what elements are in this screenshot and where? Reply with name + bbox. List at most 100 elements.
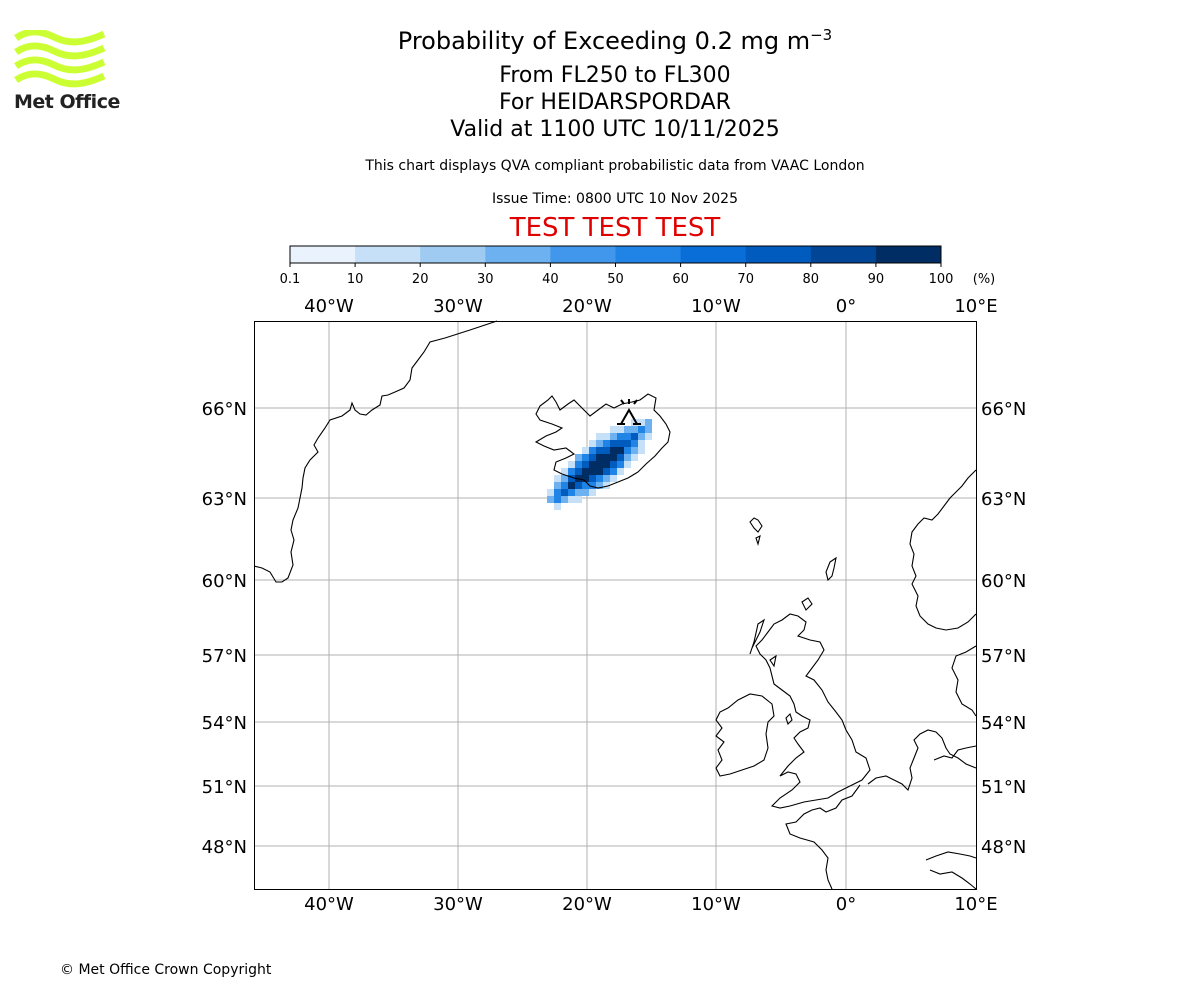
plume-cell xyxy=(561,475,568,482)
colorbar-tick-label: 60 xyxy=(672,272,689,287)
longitude-label: 10°E xyxy=(954,296,997,317)
plume-cell xyxy=(610,461,617,468)
latitude-label: 63°N xyxy=(202,489,247,510)
plume-cell xyxy=(624,433,631,440)
issue-time: Issue Time: 0800 UTC 10 Nov 2025 xyxy=(491,191,739,207)
coastlines xyxy=(253,320,977,890)
colorbar-tick-label: 0.1 xyxy=(280,272,301,287)
plume-cell xyxy=(554,489,561,496)
plume-cell xyxy=(575,496,582,503)
longitude-label: 0° xyxy=(836,296,856,317)
plume-cell xyxy=(568,482,575,489)
plume-cell xyxy=(561,468,568,475)
plume-cell xyxy=(631,454,638,461)
coastline-ireland xyxy=(715,693,775,777)
latitude-label: 60°N xyxy=(981,571,1026,592)
colorbar: 0.1 10 20 30 40 50 60 70 80 90 100 (%) xyxy=(280,245,996,287)
plume-cell xyxy=(568,496,575,503)
plume-cell xyxy=(561,489,568,496)
longitude-label: 0° xyxy=(836,894,856,915)
plume-cell xyxy=(631,440,638,447)
plume-cell xyxy=(603,454,610,461)
plume-cell xyxy=(582,454,589,461)
plume-cell xyxy=(589,489,596,496)
plume-cell xyxy=(582,447,589,454)
coastline-isle-of-man xyxy=(785,712,793,726)
plume-cell xyxy=(596,447,603,454)
plume-cell xyxy=(568,468,575,475)
plume-cell xyxy=(603,433,610,440)
plume-cell xyxy=(603,475,610,482)
colorbar-bin-5 xyxy=(615,246,682,263)
plume-cell xyxy=(582,482,589,489)
met-office-logo xyxy=(14,30,106,88)
coastline-central-europe xyxy=(925,851,977,890)
plume-cell xyxy=(624,440,631,447)
plume-cell xyxy=(596,454,603,461)
plume-cell xyxy=(610,447,617,454)
plume-cell xyxy=(596,440,603,447)
colorbar-bin-9 xyxy=(875,246,942,263)
latitude-label: 54°N xyxy=(981,713,1026,734)
plume-cell xyxy=(610,468,617,475)
coastline-hebrides xyxy=(749,618,777,668)
plume-cell xyxy=(645,419,652,426)
plume-cell xyxy=(554,482,561,489)
ash-probability-plume xyxy=(547,419,652,510)
volcano-line: For HEIDARSPORDAR xyxy=(499,90,731,115)
plume-cell xyxy=(631,433,638,440)
plume-cell xyxy=(645,426,652,433)
plume-cell xyxy=(610,426,617,433)
plume-cell xyxy=(624,447,631,454)
longitude-label: 10°E xyxy=(954,894,997,915)
longitude-label: 40°W xyxy=(304,894,354,915)
colorbar-unit: (%) xyxy=(973,272,996,287)
colorbar-tick-label: 50 xyxy=(607,272,624,287)
colorbar-bin-3 xyxy=(485,246,551,263)
plume-cell xyxy=(589,468,596,475)
logo-wave-0 xyxy=(14,30,106,46)
plume-cell xyxy=(589,447,596,454)
plume-cell xyxy=(624,426,631,433)
logo-wave-2 xyxy=(14,56,106,74)
coastline-sweden xyxy=(951,645,977,717)
plume-cell xyxy=(610,440,617,447)
plume-cell xyxy=(610,475,617,482)
chart-description: This chart displays QVA compliant probab… xyxy=(365,158,865,174)
longitude-label: 40°W xyxy=(304,296,354,317)
colorbar-bin-1 xyxy=(355,246,421,263)
plume-cell xyxy=(575,482,582,489)
latitude-label: 63°N xyxy=(981,489,1026,510)
plume-cell xyxy=(589,482,596,489)
colorbar-tick-label: 20 xyxy=(412,272,429,287)
colorbar-tick-label: 30 xyxy=(477,272,494,287)
plume-cell xyxy=(589,461,596,468)
plume-cell xyxy=(617,440,624,447)
coastline-greenland xyxy=(253,320,498,583)
plume-cell xyxy=(582,461,589,468)
plume-cell xyxy=(638,426,645,433)
longitude-label: 30°W xyxy=(433,894,483,915)
plume-cell xyxy=(589,440,596,447)
logo-text: Met Office xyxy=(14,91,120,113)
coastline-low-countries xyxy=(867,729,977,792)
colorbar-tick-label: 70 xyxy=(737,272,754,287)
colorbar-tick-label: 90 xyxy=(868,272,885,287)
plume-cell xyxy=(582,475,589,482)
volcano-marker-icon xyxy=(617,399,641,425)
plume-cell xyxy=(610,433,617,440)
latitude-label: 48°N xyxy=(202,837,247,858)
plume-cell xyxy=(582,468,589,475)
plume-cell xyxy=(617,426,624,433)
plume-cell xyxy=(617,454,624,461)
coastline-orkney xyxy=(801,597,813,611)
coastline-france xyxy=(785,784,861,890)
plume-cell xyxy=(582,489,589,496)
colorbar-tick-label: 80 xyxy=(803,272,820,287)
plume-cell xyxy=(596,468,603,475)
valid-time-line: Valid at 1100 UTC 10/11/2025 xyxy=(450,117,780,142)
plume-cell xyxy=(610,454,617,461)
plume-cell xyxy=(603,468,610,475)
title-superscript: −3 xyxy=(810,26,833,44)
latitude-label: 48°N xyxy=(981,837,1026,858)
